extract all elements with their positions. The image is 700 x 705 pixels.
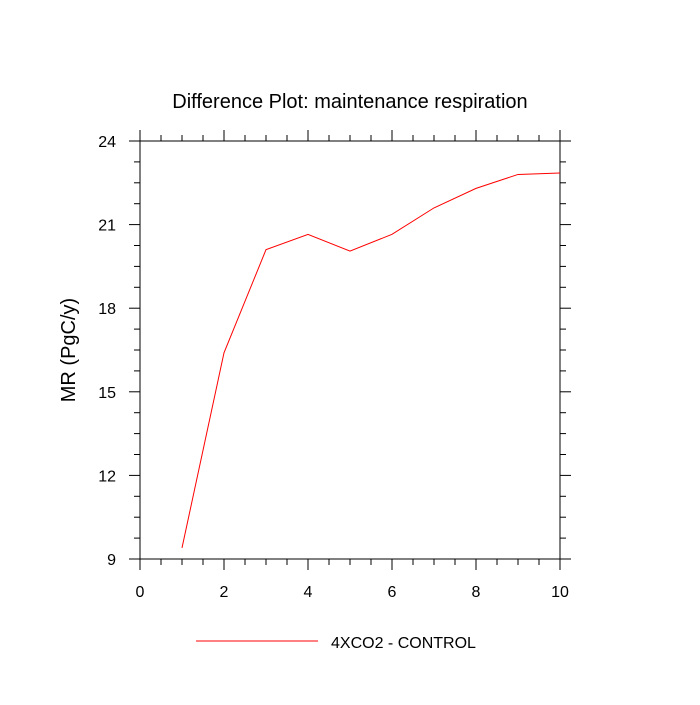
series-line (181, 172, 561, 548)
x-tick-label: 0 (136, 584, 145, 601)
legend-label: 4XCO2 - CONTROL (331, 635, 476, 652)
y-tick-label: 15 (98, 385, 116, 402)
y-axis: 9 12 15 18 21 24 (98, 134, 571, 569)
y-axis-label: MR (PgC/y) (58, 298, 80, 402)
x-tick-label: 6 (388, 584, 397, 601)
plot-area (139, 140, 561, 560)
x-axis: 0 2 4 6 8 10 (136, 130, 569, 601)
x-tick-label: 10 (551, 584, 569, 601)
x-tick-label: 2 (220, 584, 229, 601)
y-tick-label: 12 (98, 468, 116, 485)
y-tick-label: 9 (107, 552, 116, 569)
y-tick-label: 24 (98, 134, 116, 151)
y-tick-label: 21 (98, 218, 116, 235)
series-layer (181, 172, 561, 548)
legend: 4XCO2 - CONTROL (196, 635, 476, 652)
x-tick-label: 8 (472, 584, 481, 601)
y-tick-label: 18 (98, 301, 116, 318)
chart-title: Difference Plot: maintenance respiration (172, 91, 527, 113)
plot-frame (139, 140, 561, 560)
x-tick-label: 4 (304, 584, 313, 601)
